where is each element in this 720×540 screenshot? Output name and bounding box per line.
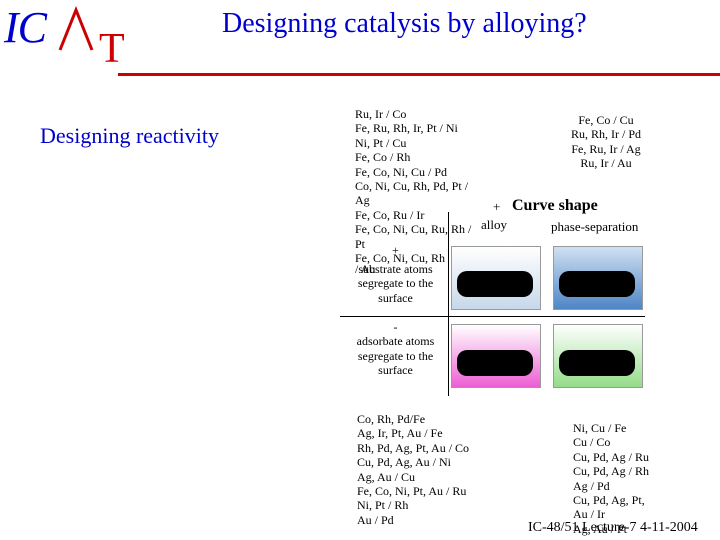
- surface-profile: [457, 350, 533, 376]
- list-item: Cu, Pd, Ag / Ru: [573, 449, 650, 464]
- list-item: Ru, Rh, Ir / Pd: [571, 127, 642, 142]
- list-item: Rh, Pd, Ag, Pt, Au / Co: [357, 440, 470, 455]
- list-item: Cu, Pd, Ag, Au / Ni: [357, 455, 452, 470]
- cell-phase-adsorbate: [553, 324, 643, 388]
- surface-profile: [559, 271, 635, 297]
- list-item: Au / Pd: [357, 512, 394, 527]
- phase-separation-label: phase-separation: [551, 219, 639, 234]
- list-item: Fe, Co, Ni, Cu / Pd: [355, 164, 448, 179]
- bottom-right-list: Ni, Cu / Fe Cu / Co Cu, Pd, Ag / Ru Cu, …: [573, 421, 649, 536]
- list-item: Au / Ir: [573, 507, 605, 522]
- list-item: Ni, Pt / Rh: [357, 498, 409, 513]
- list-item: Ru, Ir / Co: [355, 107, 407, 121]
- list-item: Fe, Co, Ni, Cu, Rh: [355, 251, 446, 266]
- top-left-list: Ru, Ir / Co Fe, Ru, Rh, Ir, Pt / Ni Ni, …: [355, 107, 471, 265]
- list-item: Ag, Au / Pt: [573, 521, 628, 536]
- list-item: Co, Ni, Cu, Rh, Pd, Pt /: [355, 179, 469, 194]
- list-item: Fe, Ru, Ir / Ag: [571, 141, 641, 156]
- alloy-label: alloy: [481, 217, 507, 232]
- list-item: Pt: [355, 236, 366, 251]
- cell-alloy-adsorbate: [451, 324, 541, 388]
- logo-caret-icon: [58, 6, 94, 51]
- slide-subtitle: Designing reactivity: [40, 123, 220, 148]
- list-item: Ag / Pd: [573, 478, 610, 493]
- logo-t: T: [99, 26, 125, 72]
- list-item: Cu, Pd, Ag / Rh: [573, 464, 650, 479]
- cell-alloy-substrate: [451, 246, 541, 310]
- slide-title: Designing catalysis by alloying?: [222, 8, 587, 39]
- surface-profile: [457, 271, 533, 297]
- list-item: Cu, Pd, Ag, Pt,: [573, 493, 645, 508]
- list-item: Cu / Co: [573, 435, 611, 450]
- list-item: Ni, Pt / Cu: [355, 135, 407, 150]
- list-item: Fe, Co / Rh: [355, 150, 411, 165]
- list-item: Fe, Ru, Rh, Ir, Pt / Ni: [355, 121, 458, 136]
- header-rule: [118, 73, 720, 76]
- cell-phase-substrate: [553, 246, 643, 310]
- list-item: Ag, Au / Cu: [357, 469, 416, 484]
- au-fragment: / Au: [355, 262, 376, 276]
- surface-profile: [559, 350, 635, 376]
- grid-horizontal-line: [340, 316, 645, 317]
- plus-sign-small: +: [392, 243, 399, 257]
- list-item: Ag: [355, 193, 370, 208]
- list-item: Ni, Cu / Fe: [573, 421, 627, 435]
- list-item: Fe, Co, Ru / Ir: [355, 207, 425, 222]
- list-item: Ru, Ir / Au: [580, 156, 632, 171]
- plus-sign: +: [493, 199, 501, 214]
- list-item: Co, Rh, Pd/Fe: [357, 412, 426, 426]
- top-right-list: Fe, Co / Cu Ru, Rh, Ir / Pd Fe, Ru, Ir /…: [571, 113, 641, 171]
- grid-vertical-line: [448, 212, 449, 396]
- curve-shape-label: Curve shape: [512, 197, 598, 214]
- bottom-left-list: Co, Rh, Pd/Fe Ag, Ir, Pt, Au / Fe Rh, Pd…: [357, 412, 469, 527]
- list-item: Fe, Co / Cu: [578, 113, 634, 127]
- list-item: Ag, Ir, Pt, Au / Fe: [357, 426, 443, 441]
- logo-ic: IC: [4, 3, 47, 52]
- slide-footer: IC-48/51 Lecture-7 4-11-2004: [528, 520, 698, 535]
- row2-label: - adsorbate atoms segregate to the surfa…: [356, 320, 435, 378]
- list-item: Fe, Co, Ni, Cu, Ru, Rh /: [355, 222, 472, 237]
- list-item: Fe, Co, Ni, Pt, Au / Ru: [357, 484, 467, 499]
- row1-label: substrate atoms segregate to the surface: [357, 262, 434, 305]
